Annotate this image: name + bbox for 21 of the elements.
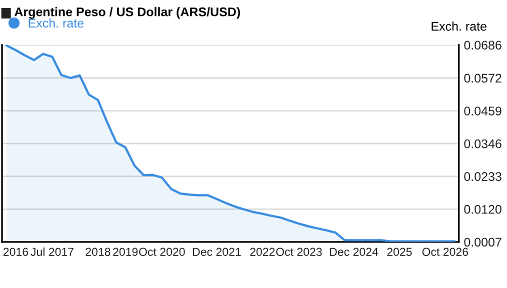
x-tick-label: Oct 2020 (139, 248, 185, 256)
x-tick-label: 2018 (86, 248, 110, 256)
x-tick-label: 2022 (250, 248, 275, 256)
y-tick-label: 0.0120 (464, 204, 502, 214)
x-tick-label: Dec 2021 (193, 248, 241, 256)
y-tick-label: 0.0686 (464, 40, 502, 50)
legend-label: Exch. rate (28, 18, 84, 28)
chart-title: Argentine Peso / US Dollar (ARS/USD) (14, 7, 240, 19)
x-tick-label: Dec 2024 (330, 248, 378, 256)
x-tick-label: 2019 (113, 248, 138, 256)
y-tick-label: 0.0007 (464, 238, 502, 247)
x-tick-label: Oct 2026 (422, 248, 468, 256)
y-tick-label: 0.0459 (464, 106, 502, 116)
x-tick-label: 2025 (387, 248, 412, 256)
y-tick-label: 0.0572 (464, 74, 502, 83)
x-tick-label: Jul 2017 (30, 247, 74, 256)
x-tick-label: Oct 2023 (276, 248, 322, 256)
x-tick-label: 2016 (3, 248, 28, 256)
y-tick-label: 0.0346 (464, 139, 502, 148)
y-tick-label: 0.0233 (464, 172, 502, 182)
y-axis-title: Exch. rate (432, 22, 486, 31)
